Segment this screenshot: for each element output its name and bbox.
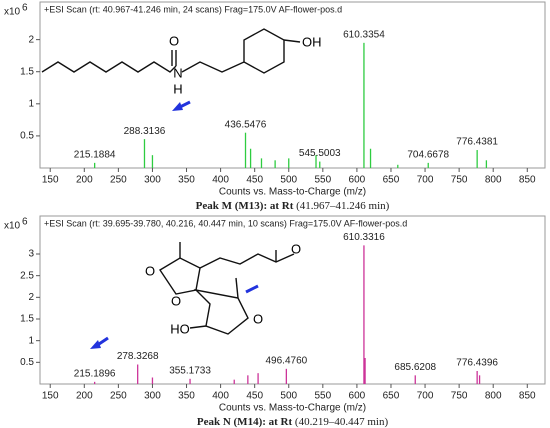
- peak-label: 355.1733: [169, 365, 211, 376]
- atom-label: O: [145, 263, 155, 278]
- y-tick-label: 0.5: [20, 131, 34, 142]
- x-tick-label: 350: [178, 175, 195, 186]
- x-tick-label: 750: [451, 175, 468, 186]
- x-tick-label: 600: [349, 391, 366, 402]
- caption: Peak N (M14): at Rt (40.219–40.447 min): [197, 416, 389, 428]
- x-tick-label: 750: [451, 391, 468, 402]
- x-tick-label: 200: [76, 391, 93, 402]
- y-tick-label: 1: [28, 335, 34, 346]
- peak-label: 704.6678: [407, 150, 449, 161]
- x-tick-label: 300: [144, 391, 161, 402]
- y-exponent: 6: [22, 3, 28, 14]
- structure-m: [41, 28, 301, 111]
- peak-label: 776.4381: [456, 137, 498, 148]
- y-tick-label: 1.5: [20, 66, 34, 77]
- x-tick-label: 500: [280, 175, 297, 186]
- x-tick-label: 650: [383, 391, 400, 402]
- peak-label: 436.5476: [225, 119, 267, 130]
- peak-label: 610.3316: [343, 232, 385, 243]
- x-tick-label: 300: [144, 175, 161, 186]
- x-tick-label: 150: [42, 391, 59, 402]
- atom-label: O: [291, 241, 301, 256]
- x-tick-label: 700: [417, 175, 434, 186]
- x-tick-label: 600: [349, 175, 366, 186]
- x-tick-label: 550: [314, 175, 331, 186]
- atom-label: N: [173, 65, 182, 80]
- x-axis-label: Counts vs. Mass-to-Charge (m/z): [219, 403, 366, 414]
- x-tick-label: 250: [110, 175, 127, 186]
- x-tick-label: 400: [212, 175, 229, 186]
- x-tick-label: 450: [246, 391, 263, 402]
- arrow: [245, 284, 259, 294]
- caption-bold: Peak N (M14): at Rt: [197, 416, 293, 428]
- panel: +ESI Scan (rt: 40.967-41.246 min, 24 sca…: [4, 1, 546, 212]
- peak-label: 278.3268: [117, 351, 159, 362]
- structure-n: [90, 242, 295, 349]
- y-tick-label: 2: [28, 34, 34, 45]
- peak-label: 545.5003: [299, 148, 341, 159]
- peak-label: 610.3354: [343, 29, 385, 40]
- x-tick-label: 550: [314, 391, 331, 402]
- y-tick-label: 2: [28, 292, 34, 303]
- x-tick-label: 250: [110, 391, 127, 402]
- y-tick-label: 3: [28, 249, 34, 260]
- x-tick-label: 800: [485, 391, 502, 402]
- y-tick-label: 2.5: [20, 270, 34, 281]
- atom-label: O: [253, 311, 263, 326]
- peak-label: 215.1896: [74, 368, 116, 379]
- y-tick-label: 0.5: [20, 357, 34, 368]
- x-tick-label: 700: [417, 391, 434, 402]
- atom-label: O: [171, 293, 181, 308]
- x-tick-label: 800: [485, 175, 502, 186]
- plot-frame: [39, 215, 546, 385]
- atom-label: O: [169, 33, 179, 48]
- x-tick-label: 450: [246, 175, 263, 186]
- peak-label: 776.4396: [456, 358, 498, 369]
- x-tick-label: 850: [519, 175, 536, 186]
- x-tick-label: 850: [519, 391, 536, 402]
- scan-header: +ESI Scan (rt: 39.695-39.780, 40.216, 40…: [44, 218, 407, 228]
- arrow-head: [172, 102, 183, 111]
- plot-frame: [39, 1, 546, 169]
- y-tick-label: 1.5: [20, 314, 34, 325]
- y-scale: x10: [4, 221, 21, 232]
- y-tick-label: 1: [28, 98, 34, 109]
- peak-label: 288.3136: [124, 126, 166, 137]
- peak-label: 215.1884: [74, 150, 116, 161]
- x-tick-label: 150: [42, 175, 59, 186]
- atom-label: HO: [170, 321, 190, 336]
- atom-label: H: [173, 81, 182, 96]
- peak-label: 496.4760: [265, 355, 307, 366]
- y-exponent: 6: [22, 217, 28, 228]
- caption-rest: (40.219–40.447 min): [295, 416, 389, 428]
- peak-label: 685.6208: [394, 362, 436, 373]
- panel: +ESI Scan (rt: 39.695-39.780, 40.216, 40…: [4, 215, 546, 428]
- x-tick-label: 650: [383, 175, 400, 186]
- x-tick-label: 350: [178, 391, 195, 402]
- scan-header: +ESI Scan (rt: 40.967-41.246 min, 24 sca…: [44, 4, 342, 14]
- atom-label: OH: [302, 34, 322, 49]
- caption-rest: (41.967–41.246 min): [296, 200, 390, 212]
- x-tick-label: 200: [76, 175, 93, 186]
- caption-bold: Peak M (M13): at Rt: [196, 200, 294, 212]
- arrow-head: [90, 340, 101, 349]
- x-tick-label: 500: [280, 391, 297, 402]
- caption: Peak M (M13): at Rt (41.967–41.246 min): [196, 200, 390, 212]
- x-axis-label: Counts vs. Mass-to-Charge (m/z): [219, 187, 366, 198]
- y-scale: x10: [4, 7, 21, 18]
- x-tick-label: 400: [212, 391, 229, 402]
